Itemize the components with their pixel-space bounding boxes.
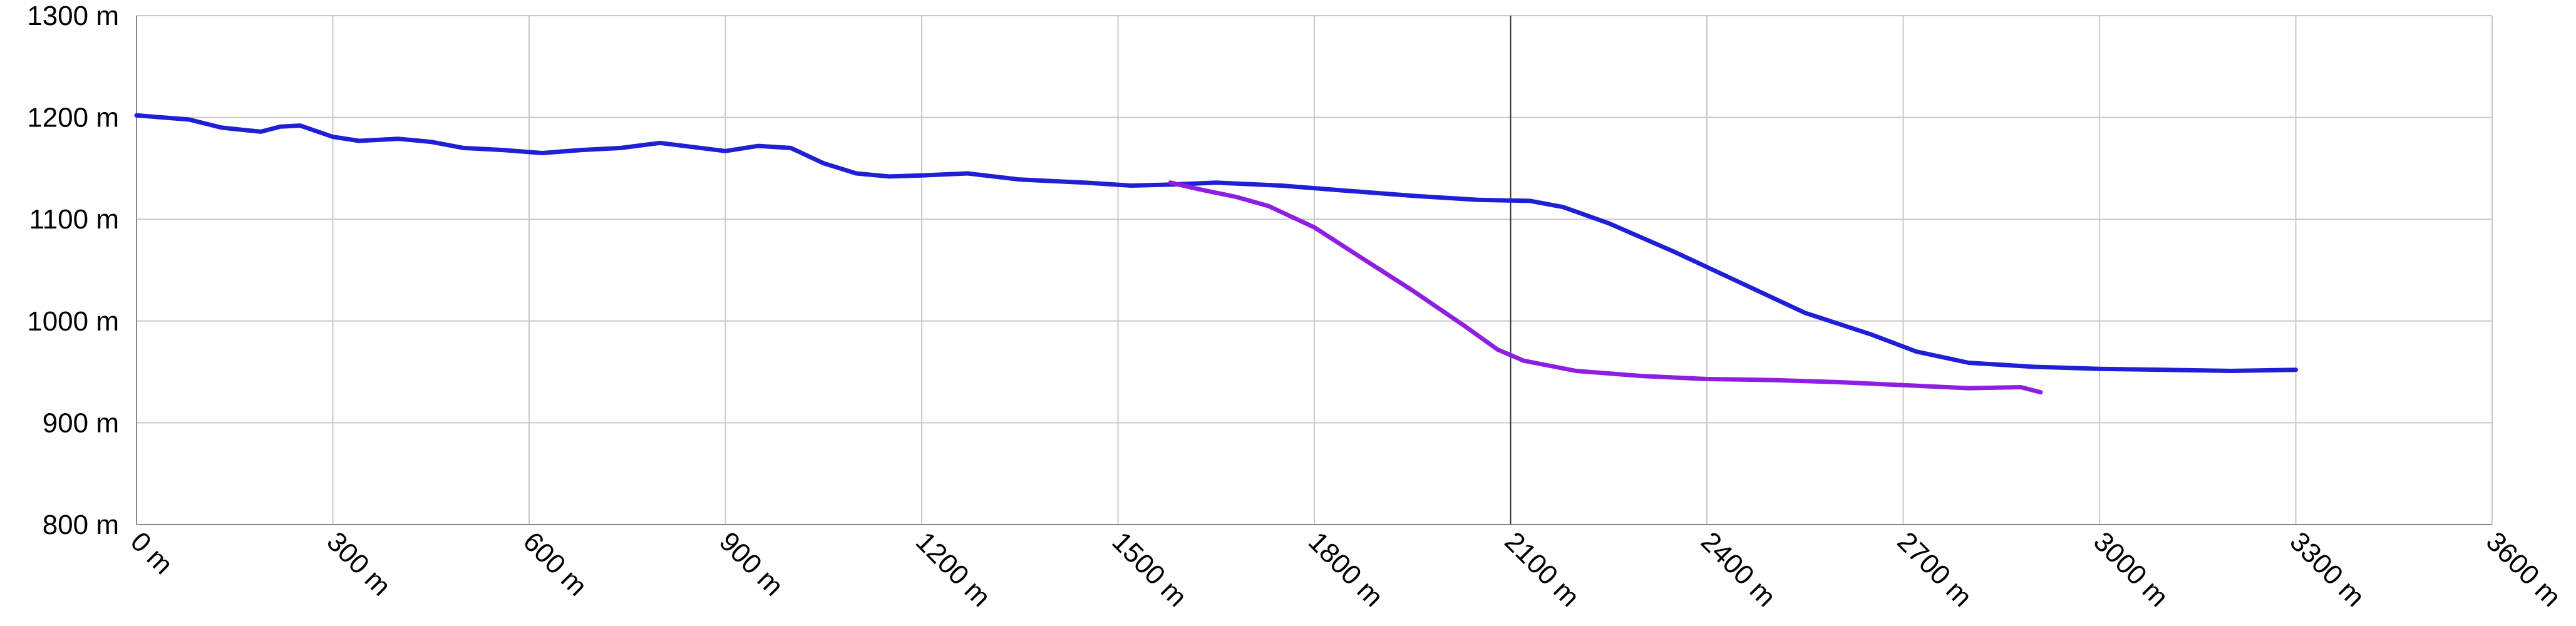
grid: [136, 15, 2493, 525]
x-tick-label: 2400 m: [1695, 526, 1781, 612]
x-tick-label: 3600 m: [2480, 526, 2567, 612]
axes: [136, 16, 2492, 525]
x-tick-label: 3000 m: [2088, 526, 2174, 612]
x-tick-label: 1200 m: [910, 526, 996, 612]
y-axis-tick-labels: 800 m 900 m 1000 m 1100 m 1200 m 1300 m: [27, 1, 119, 540]
y-tick-label: 1200 m: [27, 103, 119, 133]
y-tick-label: 1000 m: [27, 306, 119, 337]
x-tick-label: 0 m: [125, 526, 179, 580]
y-tick-label: 900 m: [43, 408, 119, 438]
series-line-1: [134, 113, 2298, 373]
x-tick-label: 900 m: [713, 526, 789, 602]
y-tick-label: 1300 m: [27, 1, 119, 31]
x-tick-label: 3300 m: [2284, 526, 2370, 612]
x-tick-label: 2700 m: [1891, 526, 1977, 612]
x-tick-label: 300 m: [321, 526, 396, 602]
y-tick-label: 1100 m: [29, 204, 120, 235]
series-line-2: [1168, 180, 2043, 395]
x-tick-label: 1800 m: [1302, 526, 1389, 612]
x-tick-label: 600 m: [517, 526, 593, 602]
x-tick-label: 2100 m: [1498, 526, 1585, 612]
x-axis-tick-labels: 0 m 300 m 600 m 900 m 1200 m 1500 m 1800 m 2100…: [125, 526, 2567, 612]
x-tick-label: 1500 m: [1106, 526, 1192, 612]
y-tick-label: 800 m: [43, 510, 119, 540]
series-layer: [134, 113, 2298, 395]
